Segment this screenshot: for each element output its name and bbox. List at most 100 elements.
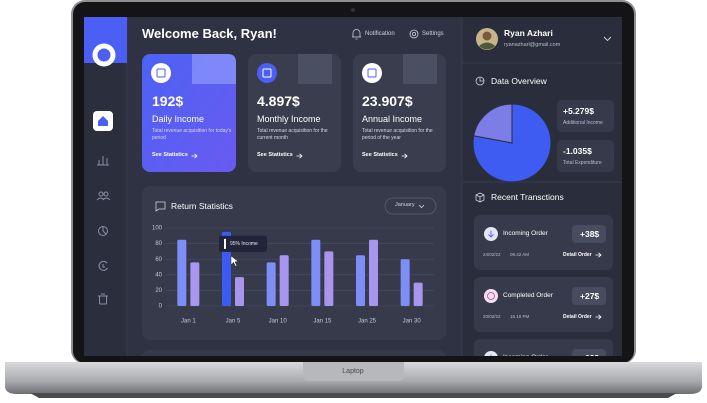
notification-link[interactable]: Notification	[365, 31, 395, 37]
card-title: Annual Income	[362, 114, 423, 124]
transaction-title: Incoming Order	[503, 230, 548, 237]
stat-box	[557, 100, 614, 132]
chart-title: Return Statistics	[171, 201, 233, 211]
profile-email: ryanazhari@gmail.com	[504, 42, 561, 48]
nav-trash[interactable]	[98, 293, 108, 305]
y-tick-label: 80	[155, 241, 162, 247]
x-tick-label: Jan 30	[403, 319, 422, 325]
pie-slice	[473, 103, 513, 144]
transaction-time: 08.42 AM	[510, 252, 530, 257]
card-annual	[353, 54, 446, 172]
transaction-card	[474, 277, 613, 332]
settings-icon[interactable]	[409, 29, 419, 39]
transaction-card	[474, 215, 613, 270]
card-link[interactable]: See Statistics	[257, 153, 303, 159]
stat-box	[557, 140, 614, 172]
y-tick-label: 60	[155, 257, 162, 263]
y-tick-label: 100	[152, 226, 163, 232]
period-dropdown[interactable]	[384, 197, 437, 215]
stat-value: -1.035$	[563, 146, 592, 156]
logo	[92, 43, 116, 67]
section-title: Data Overview	[491, 76, 547, 86]
profile-name: Ryan Azhari	[504, 28, 553, 38]
tooltip-marker	[224, 238, 226, 249]
nav-users[interactable]	[96, 191, 111, 201]
stat-value: +5.279$	[563, 106, 594, 116]
bar	[324, 251, 334, 306]
transaction-link[interactable]: Detail Order	[563, 252, 602, 258]
card-description: Total revenue acquisition for the curren…	[257, 128, 328, 141]
x-tick-label: Jan 1	[181, 319, 196, 325]
bar	[235, 277, 244, 306]
y-tick-label: 0	[159, 304, 163, 310]
card-description: Total revenue acquisition for the period…	[362, 128, 433, 141]
bar	[413, 282, 423, 306]
y-tick-label: 40	[155, 272, 162, 278]
transaction-card	[474, 339, 613, 356]
card-title: Monthly Income	[257, 114, 321, 124]
chart-icon	[155, 201, 166, 212]
transaction-link[interactable]: Detail Order	[563, 314, 602, 320]
settings-link[interactable]: Settings	[422, 31, 444, 37]
overview-icon	[475, 76, 485, 86]
card-title: Daily Income	[152, 114, 205, 124]
card-value: 192$	[152, 93, 184, 109]
bar	[190, 262, 200, 306]
card-link-text[interactable]: See Statistics	[257, 152, 293, 159]
bar	[369, 239, 378, 306]
card-icons	[151, 63, 382, 83]
cursor	[230, 255, 240, 267]
tooltip-box	[219, 235, 267, 252]
card-link-text[interactable]: See Statistics	[362, 152, 398, 159]
card-monthly	[248, 54, 341, 172]
panel	[142, 350, 446, 356]
y-tick-label: 20	[155, 288, 162, 294]
section-title: Recent Transctions	[491, 192, 564, 202]
transactions-icon	[475, 192, 485, 203]
card-daily	[142, 54, 236, 172]
transaction-title: Incoming Order	[503, 354, 548, 356]
tooltip-label: 95% Income	[230, 241, 258, 247]
nav-stats[interactable]	[97, 156, 109, 166]
card-value: 23.907$	[362, 93, 413, 109]
tooltip: 95% Income	[219, 235, 267, 252]
transaction-time: 16.18 PM	[510, 314, 530, 319]
bar	[311, 239, 321, 306]
bar	[279, 255, 289, 306]
x-tick-label: Jan 10	[269, 319, 288, 325]
nav-history[interactable]	[98, 260, 108, 271]
stat-label: Total Expenditure	[563, 160, 602, 166]
transaction-amount: +27$	[580, 291, 600, 301]
transaction-link-text[interactable]: Detail Order	[563, 313, 592, 320]
page-title: Welcome Back, Ryan!	[142, 26, 277, 41]
bar	[356, 255, 365, 306]
bar	[177, 239, 187, 306]
notification-icon[interactable]	[352, 29, 361, 40]
transaction-title: Completed Order	[503, 292, 553, 299]
x-tick-label: Jan 15	[313, 319, 332, 325]
transaction-date: 24/02/22	[483, 252, 501, 257]
card-description: Total revenue acquisition for today's pe…	[152, 128, 232, 141]
nav-reports[interactable]	[98, 226, 108, 236]
bar	[400, 259, 410, 306]
card-link[interactable]: See Statistics	[152, 153, 198, 159]
avatar	[476, 28, 498, 50]
nav-home[interactable]	[93, 111, 113, 131]
card-value: 4.897$	[257, 93, 300, 109]
transaction-link-text[interactable]: Detail Order	[563, 251, 592, 258]
bar	[266, 262, 276, 306]
card-link[interactable]: See Statistics	[362, 153, 408, 159]
transaction-amount: +38$	[580, 229, 600, 239]
x-tick-label: Jan 25	[358, 319, 377, 325]
x-tick-label: Jan 5	[226, 319, 241, 325]
transaction-amount: +69$	[580, 354, 599, 356]
laptop-label: Laptop	[342, 368, 364, 375]
transaction-date: 20/02/22	[483, 314, 501, 319]
profile-menu[interactable]	[603, 36, 612, 42]
card-link-text[interactable]: See Statistics	[152, 152, 188, 159]
stat-label: Additional Income	[563, 120, 603, 126]
period-label[interactable]: January	[395, 202, 415, 208]
